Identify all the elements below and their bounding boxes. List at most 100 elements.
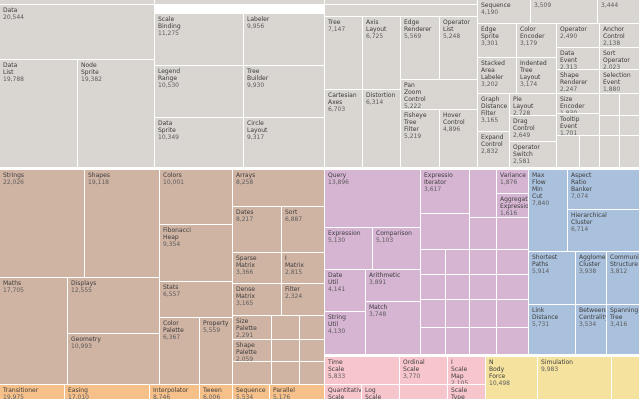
cell-value: 6,725: [366, 33, 384, 40]
treemap-cell: Sort Operator 2,023: [600, 48, 640, 70]
cell-value: 1,876: [500, 179, 518, 186]
treemap-cell: Pie Layout 2,728: [510, 94, 557, 116]
cell-value: 6,006: [203, 394, 221, 400]
cell-value: 2,313: [560, 64, 578, 70]
treemap-cell: Fibonacci Heap 9,354: [160, 225, 233, 282]
cell-value: 2,815: [285, 269, 303, 276]
treemap-cell: Shapes 19,118: [85, 170, 160, 278]
treemap-cell: Stats 6,557: [160, 282, 233, 318]
cell-label: Operator Switch: [513, 144, 540, 158]
cell-label: Colors: [163, 172, 182, 179]
cell-value: 3,891: [369, 279, 387, 286]
cell-value: 9,317: [247, 134, 265, 141]
cell-value: 2,105: [451, 380, 469, 385]
cell-value: 3,534: [579, 321, 597, 328]
cell-value: 9,930: [247, 82, 265, 89]
cell-value: 6,714: [571, 226, 589, 233]
treemap-cell: Simulation 9,983: [538, 357, 612, 400]
treemap-cell: [600, 136, 620, 168]
cell-label: N Body Force: [489, 359, 506, 380]
treemap-cell: [446, 328, 470, 355]
treemap-cell: Edge Renderer 5,569: [401, 17, 440, 80]
cell-label: Pan Zoom Control: [404, 82, 426, 103]
cell-label: Circle Layout: [247, 120, 268, 134]
cell-value: 5,103: [376, 237, 394, 244]
treemap-cell: [497, 218, 529, 250]
treemap-cell: Dense Matrix 3,165: [233, 284, 282, 316]
cell-label: Arithmetic: [369, 272, 401, 279]
cell-value: 2,581: [513, 158, 531, 165]
treemap-cell: [580, 136, 600, 168]
treemap-cell: Aspect Ratio Banker 7,074: [568, 170, 640, 210]
cell-label: Fisheye Tree Filter: [404, 112, 427, 133]
treemap-cell: [272, 340, 300, 362]
cell-label: Easing: [68, 387, 88, 394]
cell-label: Scale Type: [451, 387, 468, 400]
cell-value: 10,001: [163, 179, 184, 186]
cell-label: Tree Builder: [247, 68, 269, 82]
treemap-cell: Data Sprite 10,349: [155, 118, 244, 168]
cell-label: Tween: [203, 387, 222, 394]
cell-value: 10,530: [158, 82, 179, 89]
treemap-cell: Tree 7,147: [325, 17, 363, 90]
cell-value: 8,217: [236, 216, 254, 223]
treemap-cell: [233, 362, 272, 385]
cell-value: 13,896: [328, 179, 349, 186]
treemap-cell: [421, 300, 446, 328]
treemap-cell: Pan Zoom Control 5,222: [401, 80, 478, 110]
treemap-cell: Property 5,559: [200, 318, 233, 385]
cell-label: Arrays: [236, 172, 256, 179]
treemap-cell: [446, 250, 470, 275]
treemap-cell: Colors 10,001: [160, 170, 233, 225]
treemap-cell: Circle Layout 9,317: [244, 118, 325, 168]
cell-label: Shortest Paths: [532, 254, 558, 268]
treemap-cell: [470, 300, 497, 328]
cell-value: 4,896: [443, 126, 461, 133]
cell-label: Agglomerative Cluster: [579, 254, 606, 268]
cell-value: 3,366: [236, 269, 254, 276]
treemap-cell: Dates 8,217: [233, 207, 282, 253]
treemap-cell: Spanning Tree 3,416: [607, 305, 640, 355]
treemap-cell: [497, 275, 529, 300]
cell-value: 2,324: [285, 293, 303, 300]
treemap-cell: Sequence 4,190: [478, 0, 531, 24]
treemap-cell: Strings 22,026: [0, 170, 85, 278]
cell-label: Displays: [71, 280, 97, 287]
treemap-cell: Shape Palette 2,059: [233, 340, 272, 362]
treemap-cell: Labeler 9,956: [244, 14, 325, 66]
treemap-cell: [272, 316, 300, 340]
cell-value: 3,202: [481, 81, 499, 88]
cell-label: Community Structure: [610, 254, 639, 268]
treemap-cell: [600, 94, 620, 116]
treemap-cell: Data 20,544: [0, 5, 155, 60]
cell-label: Size Palette: [236, 318, 257, 332]
cell-label: String Util: [328, 314, 346, 328]
treemap-cell: Size Encoder 1,830: [557, 94, 600, 114]
treemap-cell: Query 13,896: [325, 170, 421, 228]
treemap-cell: Expressio Iterator 3,617: [421, 170, 470, 214]
treemap-cell: 3,444: [598, 0, 640, 24]
cell-label: Spanning Tree: [610, 307, 639, 321]
cell-label: Expand Control: [481, 134, 504, 148]
treemap-cell: [300, 340, 325, 362]
cell-value: 2,649: [513, 132, 531, 139]
cell-label: Betweenness Centrality: [579, 307, 607, 321]
cell-value: 5,914: [532, 268, 550, 275]
cell-label: Node Sprite: [81, 62, 99, 76]
cell-label: Expression: [328, 230, 361, 237]
cell-value: 5,219: [404, 133, 422, 140]
treemap-cell: [620, 94, 640, 116]
cell-label: Tooltip Event: [560, 116, 580, 130]
cell-value: 6,557: [163, 291, 181, 298]
treemap-cell: Distortion 6,314: [363, 90, 401, 168]
treemap-cell: Transitioner 19,975: [0, 385, 65, 400]
cell-label: Maths: [3, 280, 22, 287]
cell-value: 5,731: [532, 321, 550, 328]
cell-value: 3,174: [520, 81, 538, 88]
treemap-cell: Displays 12,555: [68, 278, 160, 334]
treemap-cell: [421, 275, 446, 300]
cell-label: Sort Operator: [603, 50, 630, 64]
